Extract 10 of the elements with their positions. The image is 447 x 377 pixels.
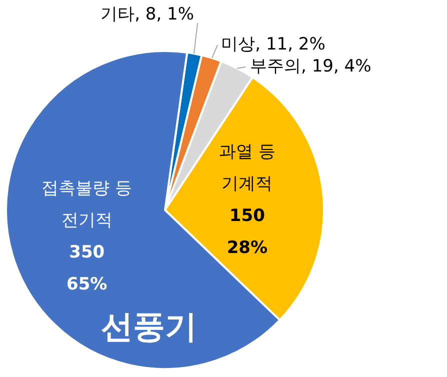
slice-label: 부주의, 19, 4%: [250, 56, 372, 76]
slice-label: 전기적: [61, 210, 112, 230]
text: 접촉불량 등: [42, 178, 132, 198]
data-label: 150 28%: [226, 206, 268, 258]
text: 과열 등: [218, 142, 276, 162]
slice-label: 기타, 8, 1%: [100, 4, 194, 24]
slice-label: 미상, 11, 2%: [221, 34, 326, 54]
slice-label: 기계적: [222, 174, 273, 194]
data-label: 350 65%: [66, 242, 108, 294]
text: 선풍기: [101, 308, 198, 346]
